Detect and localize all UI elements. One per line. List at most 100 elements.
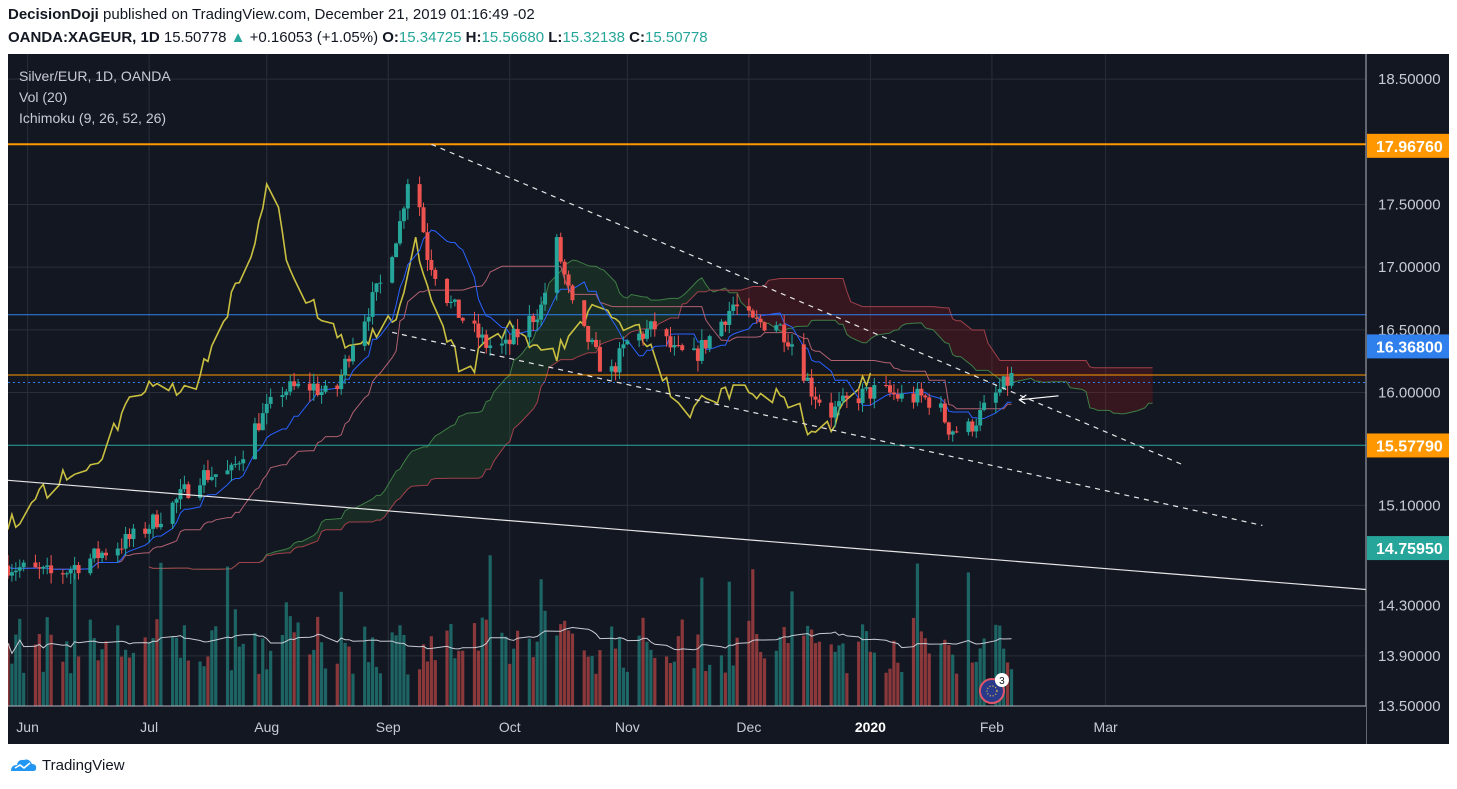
volume-bar [69, 673, 73, 706]
candle [288, 375, 293, 396]
volume-bar [841, 643, 845, 706]
high-label: H: [465, 29, 482, 46]
volume-bar [480, 617, 484, 706]
x-tick-label: Oct [499, 719, 521, 735]
ichimoku-legend[interactable]: Ichimoku (9, 26, 52, 26) [19, 110, 167, 126]
author-name[interactable]: DecisionDoji [8, 6, 99, 23]
cloud-segment [729, 290, 734, 293]
volume-bar [367, 662, 371, 706]
candle-body [527, 315, 532, 338]
candle-body [699, 339, 704, 361]
candle [41, 565, 46, 575]
candle [915, 382, 920, 407]
open-label: O: [382, 29, 399, 46]
tradingview-logo-icon[interactable] [8, 756, 38, 774]
chart-grid [8, 54, 1366, 707]
candle [343, 354, 348, 385]
candle-body [104, 552, 108, 556]
time-axis-bg [8, 706, 1366, 744]
chart-canvas[interactable]: 3 18.5000017.5000017.0000016.5000016.000… [0, 54, 1450, 744]
candle [586, 325, 591, 350]
candle-body [186, 484, 191, 499]
cloud-segment [317, 522, 322, 541]
volume-bar [802, 635, 806, 706]
candle-body [676, 345, 681, 347]
volume-bar [774, 650, 778, 706]
tradingview-brand[interactable]: TradingView [42, 756, 125, 774]
candle [182, 475, 187, 493]
volume-bar [539, 579, 543, 706]
volume-bar [672, 661, 676, 706]
cloud-segment [592, 266, 596, 353]
candle [17, 559, 22, 578]
volume-bar [610, 626, 614, 706]
candle-body [864, 387, 869, 389]
trendline-descending-upper [431, 143, 1185, 466]
candle-body [448, 301, 453, 304]
volume-bar [974, 661, 978, 706]
cloud-segment [623, 296, 628, 339]
volume-bar [421, 644, 426, 706]
volume-bar [296, 622, 300, 706]
candle [480, 327, 485, 345]
candle-body [511, 328, 516, 345]
volume-bar [723, 672, 727, 706]
candle-body [264, 403, 269, 414]
volume-bar [73, 573, 77, 706]
candle-body [378, 282, 383, 284]
candle-body [170, 502, 175, 524]
candle-body [813, 396, 818, 400]
volume-bar [911, 617, 916, 706]
candle-body [13, 570, 18, 573]
candle-body [268, 397, 273, 404]
volume-bar [116, 625, 120, 706]
chikou-line [0, 181, 872, 535]
candle-body [127, 534, 132, 540]
volume-bar [61, 661, 65, 706]
cloud-segment [921, 306, 926, 328]
candle [531, 313, 536, 332]
candle-body [311, 383, 316, 391]
volume-bar [323, 668, 328, 706]
volume-bar [535, 641, 539, 706]
volume-bar [915, 563, 920, 706]
volume-bar [555, 635, 559, 706]
tenkan-line [7, 229, 1012, 570]
volume-legend[interactable]: Vol (20) [19, 89, 68, 105]
volume-bar [759, 651, 763, 706]
candle [911, 386, 916, 409]
price-label: 16.36800 [1376, 339, 1443, 356]
candle-body [531, 315, 536, 323]
candle [198, 478, 203, 501]
candle-body [480, 334, 485, 338]
candle [448, 295, 453, 309]
candle-body [1001, 376, 1006, 390]
candle-body [1005, 376, 1010, 386]
cloud-segment [494, 378, 506, 461]
volume-bar [966, 572, 970, 706]
volume-bar [433, 660, 437, 706]
volume-bar [18, 618, 22, 706]
candle [213, 474, 218, 488]
candle-body [750, 310, 755, 318]
volume-bar [178, 657, 183, 706]
volume-bar [22, 672, 26, 706]
cloud-segment [435, 433, 440, 479]
chart-area[interactable]: 3 18.50000 17.50000 17.00000 16.50000 16.000… [0, 54, 1450, 744]
candle-body [817, 399, 822, 403]
volume-bar [700, 577, 704, 706]
candle [731, 296, 736, 316]
candle-body [319, 391, 324, 396]
price-change: +0.16053 (+1.05%) [249, 29, 379, 46]
indicator-lines [0, 181, 1012, 570]
cloud-segment [513, 357, 518, 429]
cloud-segment [619, 292, 624, 339]
price-axis-bg [1366, 54, 1449, 744]
candle [672, 336, 677, 356]
cloud-segment [933, 306, 945, 343]
volume-bar [370, 637, 375, 706]
candle-body [147, 528, 152, 534]
volume-bar [527, 638, 531, 706]
candle [895, 388, 900, 402]
volume-bar [316, 616, 320, 706]
